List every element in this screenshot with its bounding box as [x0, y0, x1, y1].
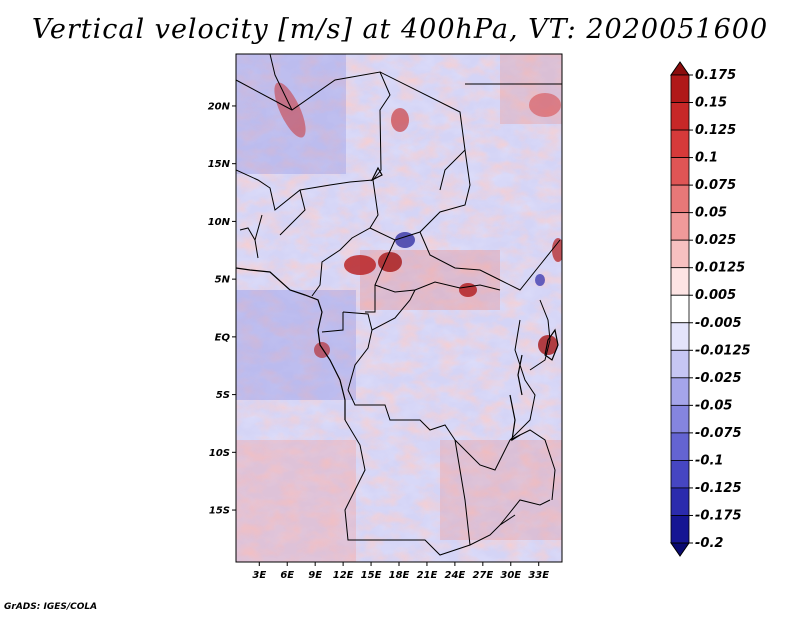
lon-label: 27E	[472, 570, 493, 581]
lon-label: 12E	[333, 570, 354, 581]
lon-label: 18E	[389, 570, 410, 581]
lat-label: 20N	[208, 101, 231, 112]
colorbar-label: -0.2	[695, 536, 723, 551]
colorbar-box	[670, 294, 690, 324]
colorbar-box	[670, 404, 690, 434]
lon-label: 33E	[528, 570, 549, 581]
lat-label: 10N	[208, 217, 231, 228]
colorbar-label: 0.175	[695, 68, 736, 83]
velocity-field	[236, 54, 562, 562]
lat-label: 5S	[216, 390, 230, 401]
colorbar-label: 0.075	[695, 178, 736, 193]
colorbar-box	[670, 184, 690, 214]
colorbar-label: -0.005	[695, 316, 742, 331]
colorbar-labels: 0.175 0.15 0.125 0.1 0.075 0.05 0.025 0.0125 0.0…	[689, 68, 751, 551]
colorbar-box	[670, 515, 690, 544]
country-borders	[236, 54, 562, 556]
colorbar-box	[670, 212, 690, 241]
colorbar-box	[670, 239, 690, 269]
colorbar-box	[670, 349, 690, 379]
colorbar-box	[670, 460, 690, 489]
lat-label: EQ	[215, 332, 231, 343]
colorbar-label: 0.0125	[695, 261, 745, 276]
lon-label: 3E	[252, 570, 266, 581]
colorbar-label: -0.1	[695, 453, 723, 468]
lon-label: 15E	[361, 570, 382, 581]
colorbar-box	[670, 129, 690, 158]
latitude-labels: 20N 15N 10N 5N EQ 5S 10S 15S	[208, 101, 231, 516]
axis-ticks	[232, 105, 540, 566]
lon-label: 21E	[417, 570, 438, 581]
coastline	[236, 166, 559, 442]
colorbar-label: 0.15	[695, 96, 727, 111]
colorbar-label: -0.125	[695, 481, 742, 496]
lon-label: 24E	[445, 570, 466, 581]
grads-credit: GrADS: IGES/COLA	[4, 602, 98, 612]
longitude-labels: 3E 6E 9E 12E 15E 18E 21E 24E 27E 30E 33E	[252, 570, 549, 581]
colorbar-label: 0.1	[695, 151, 718, 166]
map-title: Vertical velocity [m/s] at 400hPa, VT: 2…	[31, 14, 769, 45]
colorbar-label: 0.05	[695, 206, 727, 221]
lat-label: 5N	[215, 275, 231, 286]
colorbar-top-triangle	[670, 61, 690, 76]
lon-label: 6E	[280, 570, 294, 581]
colorbar-label: 0.005	[695, 288, 736, 303]
colorbar-label: -0.0125	[695, 343, 751, 358]
colorbar-box	[670, 267, 690, 296]
colorbar-box	[670, 377, 690, 406]
colorbar-box	[670, 102, 690, 131]
lat-label: 10S	[209, 448, 230, 459]
colorbar-box	[670, 487, 690, 516]
lon-label: 30E	[500, 570, 521, 581]
colorbar-label: -0.075	[695, 426, 742, 441]
colorbar-box	[670, 432, 690, 461]
colorbar-box	[670, 322, 690, 351]
lat-label: 15N	[208, 159, 231, 170]
colorbar-box	[670, 74, 690, 103]
colorbar-box	[670, 157, 690, 186]
colorbar	[670, 61, 690, 557]
colorbar-label: -0.05	[695, 398, 732, 413]
lon-label: 9E	[308, 570, 322, 581]
colorbar-label: -0.175	[695, 508, 742, 523]
colorbar-bottom-triangle	[670, 542, 690, 557]
colorbar-label: -0.025	[695, 371, 742, 386]
colorbar-label: 0.125	[695, 123, 736, 138]
lat-label: 15S	[209, 506, 230, 517]
colorbar-label: 0.025	[695, 233, 736, 248]
